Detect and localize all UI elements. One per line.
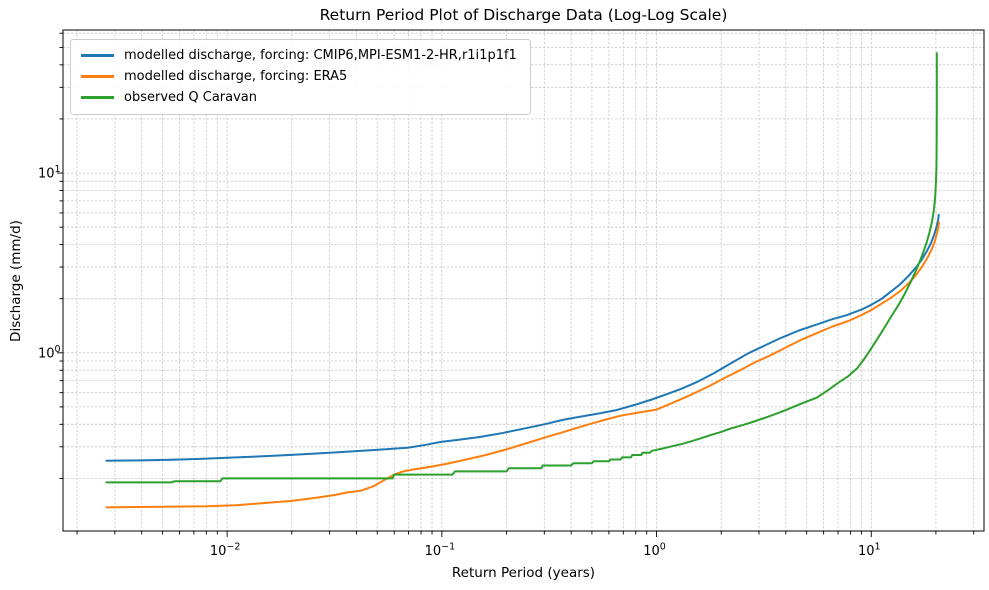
y-tick-label: 100 bbox=[38, 344, 61, 362]
legend-item: modelled discharge, forcing: ERA5 bbox=[81, 66, 517, 87]
x-tick-label: 101 bbox=[858, 542, 881, 560]
legend-item-label: modelled discharge, forcing: ERA5 bbox=[124, 69, 348, 84]
legend-item: observed Q Caravan bbox=[81, 87, 517, 108]
chart-title: Return Period Plot of Discharge Data (Lo… bbox=[319, 6, 728, 24]
legend-item-label: observed Q Caravan bbox=[124, 90, 258, 105]
legend-item: modelled discharge, forcing: CMIP6,MPI-E… bbox=[81, 45, 517, 66]
x-tick-label: 100 bbox=[643, 542, 666, 560]
legend-line-swatch bbox=[81, 96, 114, 99]
legend-line-swatch bbox=[81, 75, 114, 78]
plot-border bbox=[62, 29, 985, 532]
series-line-1 bbox=[105, 221, 941, 509]
legend: modelled discharge, forcing: CMIP6,MPI-E… bbox=[70, 39, 531, 115]
x-tick-label: 10−2 bbox=[210, 542, 241, 560]
legend-line-swatch bbox=[81, 54, 114, 57]
x-axis-label: Return Period (years) bbox=[451, 565, 596, 581]
y-tick-label: 101 bbox=[38, 164, 61, 182]
y-axis-label: Discharge (mm/d) bbox=[8, 220, 24, 342]
series-line-0 bbox=[105, 213, 940, 462]
series-line-2 bbox=[105, 52, 938, 484]
legend-item-label: modelled discharge, forcing: CMIP6,MPI-E… bbox=[124, 48, 517, 63]
x-tick-label: 10−1 bbox=[425, 542, 456, 560]
